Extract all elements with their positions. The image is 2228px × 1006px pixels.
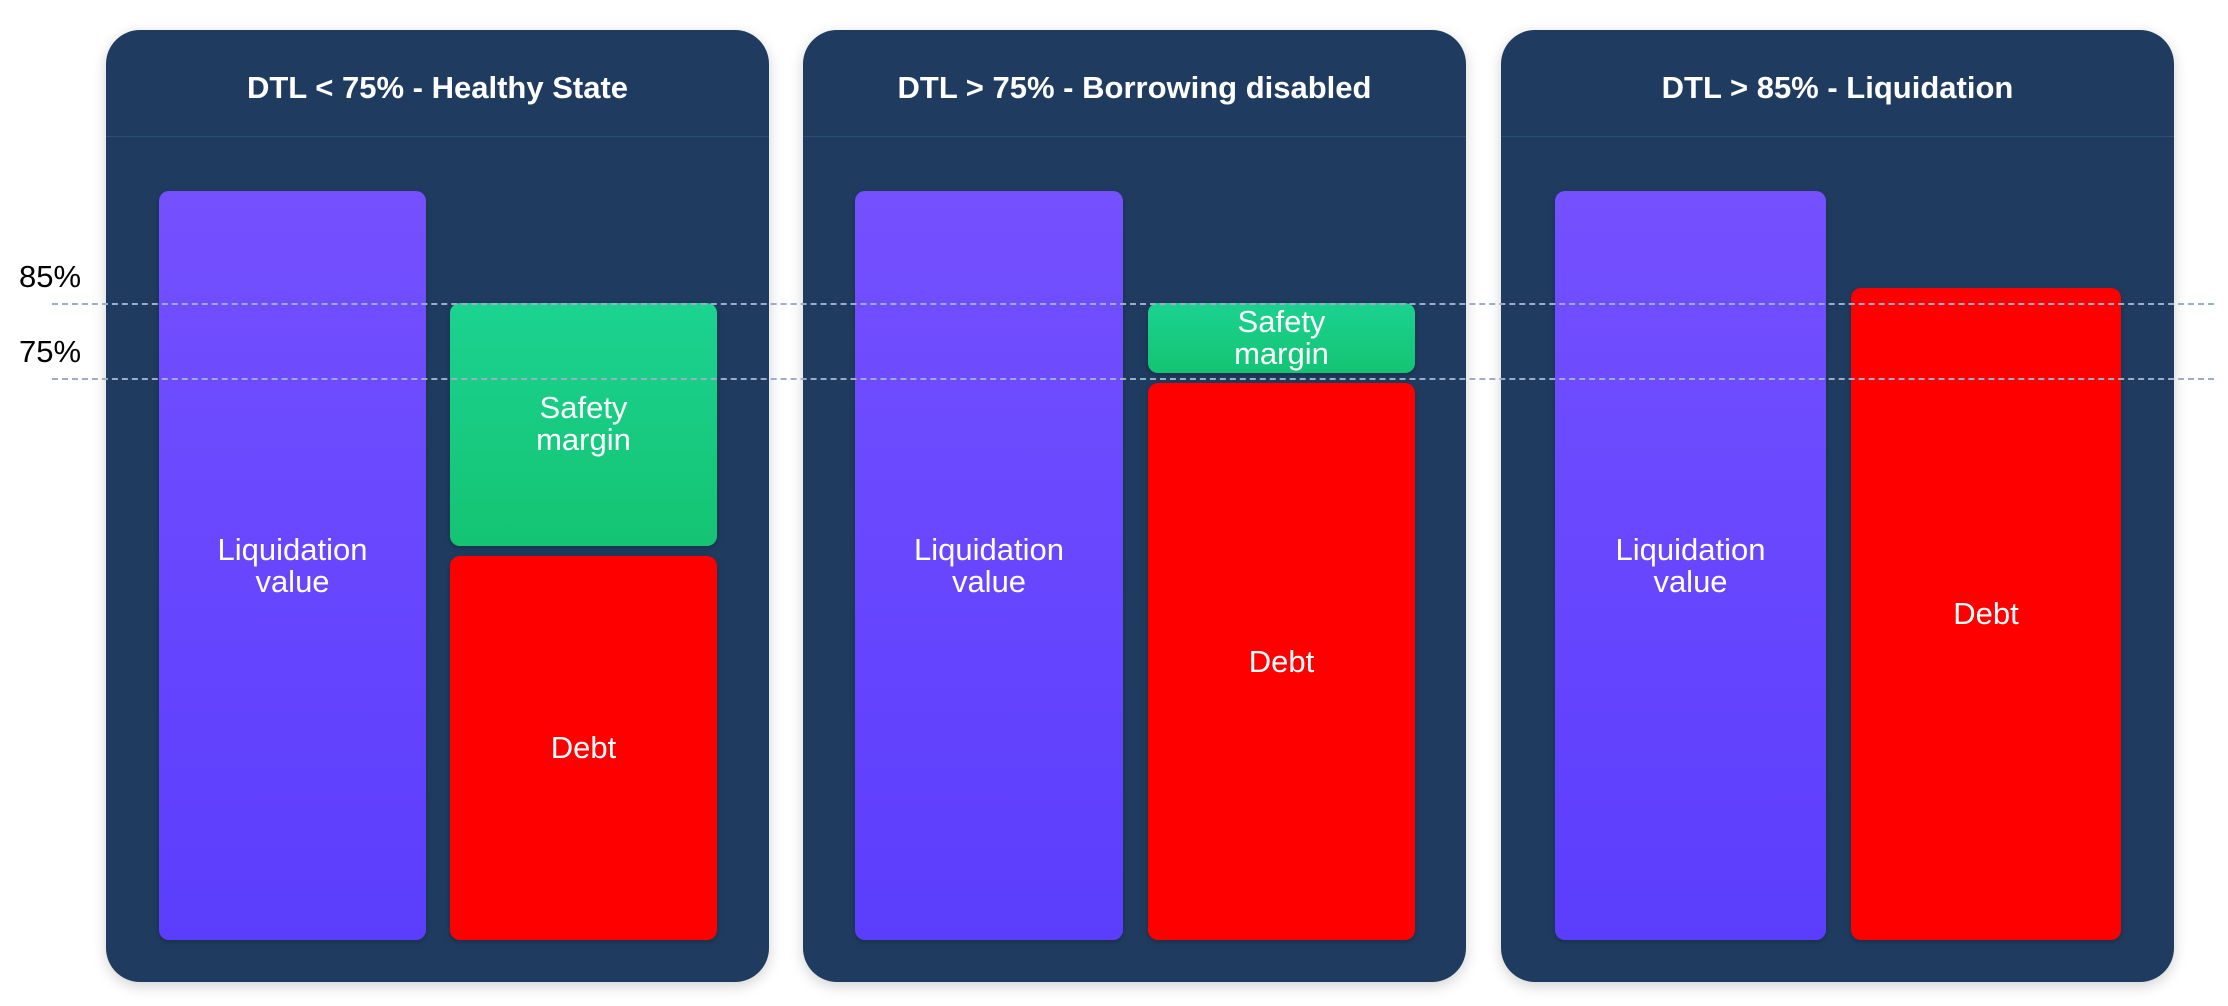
level-line-75	[52, 378, 2214, 381]
liquidation-value-bar: Liquidation value	[159, 191, 426, 940]
level-line-85	[52, 303, 2214, 306]
debt-bar: Debt	[1148, 383, 1415, 940]
level-label-85: 85%	[19, 259, 82, 295]
debt-bar: Debt	[1851, 288, 2121, 940]
panel-borrowing-disabled: DTL > 75% - Borrowing disabled Liquidati…	[803, 30, 1466, 982]
bar-label: Debt	[550, 729, 617, 765]
bar-label: Safety	[539, 390, 628, 426]
liquidation-value-bar: Liquidation value	[1555, 191, 1826, 940]
bar-label: margin	[1234, 336, 1329, 372]
debt-bar: Debt	[450, 555, 717, 940]
bar-label: Debt	[1248, 643, 1315, 679]
safety-margin-bar: Safety margin	[1148, 303, 1415, 374]
bar-label: Liquidation	[914, 531, 1064, 567]
bar-label: Debt	[1953, 596, 2019, 632]
bar-label: margin	[536, 422, 631, 458]
bar-label: Liquidation	[217, 531, 368, 567]
bar-label: Liquidation	[1615, 531, 1766, 567]
panel-title: DTL < 75% - Healthy State	[106, 30, 769, 137]
panel-title: DTL > 75% - Borrowing disabled	[803, 30, 1466, 137]
bar-label: value	[951, 563, 1027, 599]
panel-healthy-state: DTL < 75% - Healthy State Liquidation val…	[106, 30, 769, 982]
liquidation-value-bar: Liquidation value	[855, 191, 1123, 940]
bar-label: value	[1653, 563, 1728, 599]
safety-margin-bar: Safety margin	[450, 303, 717, 546]
panel-liquidation: DTL > 85% - Liquidation Liquidation value…	[1501, 30, 2174, 982]
bar-label: Safety	[1237, 304, 1326, 340]
panel-title: DTL > 85% - Liquidation	[1501, 30, 2174, 137]
bar-label: value	[255, 563, 330, 599]
level-label-75: 75%	[19, 334, 82, 370]
